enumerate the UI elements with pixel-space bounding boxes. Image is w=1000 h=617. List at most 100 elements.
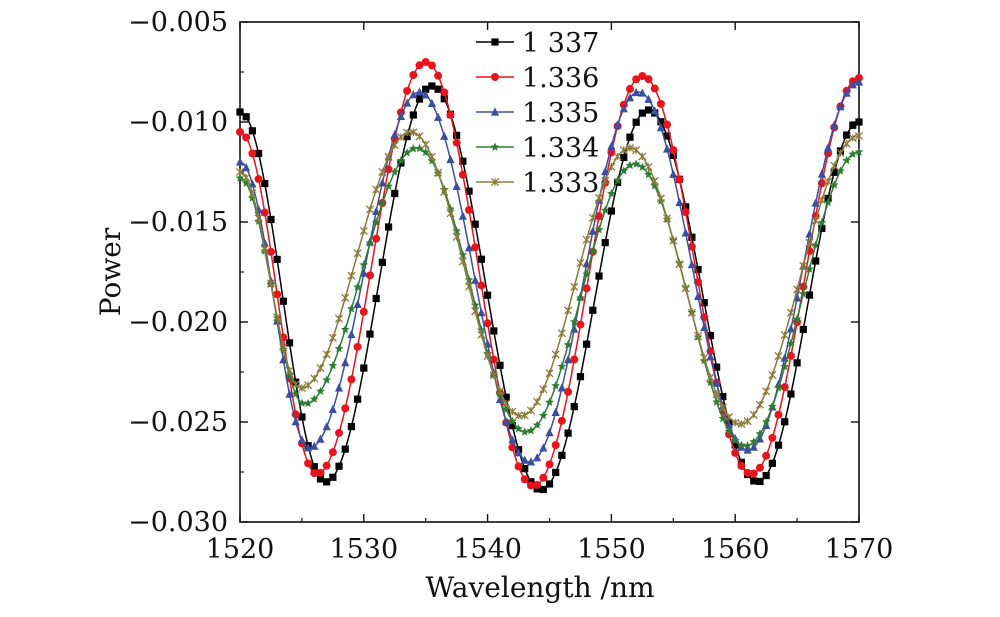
legend-label: 1 337 xyxy=(522,28,599,59)
data-point xyxy=(607,189,616,198)
data-point xyxy=(681,228,690,237)
data-point xyxy=(576,320,585,329)
data-point xyxy=(248,189,257,198)
data-point xyxy=(811,240,821,249)
data-point xyxy=(471,220,479,228)
x-tick-label: 1540 xyxy=(453,534,522,565)
data-point xyxy=(489,371,498,380)
data-point xyxy=(341,293,350,302)
data-point xyxy=(477,255,486,263)
data-point xyxy=(663,120,672,129)
data-point xyxy=(484,291,492,299)
data-point xyxy=(378,167,387,176)
data-point xyxy=(303,398,313,408)
data-point xyxy=(428,82,436,90)
legend-entry: 1.336 xyxy=(476,63,599,94)
data-point xyxy=(743,468,752,477)
data-point xyxy=(811,216,820,225)
data-point xyxy=(564,387,573,396)
data-point xyxy=(396,133,405,142)
data-point xyxy=(390,167,400,176)
data-point xyxy=(471,275,480,284)
data-point xyxy=(743,445,752,454)
data-point xyxy=(619,146,628,155)
data-point xyxy=(836,148,845,158)
data-point xyxy=(297,435,306,444)
data-point xyxy=(589,306,597,314)
data-point xyxy=(242,113,250,121)
data-point xyxy=(365,238,375,247)
data-point xyxy=(501,404,511,414)
data-point xyxy=(823,197,833,207)
data-point xyxy=(823,177,833,186)
legend-marker xyxy=(491,73,499,81)
data-point xyxy=(390,141,399,150)
data-point xyxy=(396,156,406,165)
data-point xyxy=(533,397,542,406)
data-point xyxy=(638,109,646,117)
data-point xyxy=(316,475,325,483)
data-point xyxy=(675,197,684,207)
data-point xyxy=(260,238,269,247)
data-point xyxy=(421,140,430,149)
data-point xyxy=(378,178,387,187)
data-point xyxy=(520,475,529,484)
data-point xyxy=(235,157,245,166)
data-point xyxy=(600,205,610,214)
data-point xyxy=(855,118,863,126)
data-point xyxy=(477,330,486,339)
data-point xyxy=(576,373,585,381)
data-point xyxy=(422,85,430,93)
data-point xyxy=(663,214,672,223)
data-point xyxy=(755,463,764,472)
data-point xyxy=(526,457,536,466)
legend-label: 1.334 xyxy=(522,133,599,164)
data-point xyxy=(620,153,628,162)
data-point xyxy=(453,131,461,139)
data-point xyxy=(440,131,449,140)
data-point xyxy=(403,98,412,107)
data-point xyxy=(625,160,635,170)
data-point xyxy=(304,381,313,390)
data-point xyxy=(798,289,808,298)
data-point xyxy=(365,271,374,280)
data-point xyxy=(688,233,696,241)
data-point xyxy=(514,411,523,420)
data-point xyxy=(849,121,857,129)
data-point xyxy=(254,175,263,184)
data-point xyxy=(719,392,727,401)
data-point xyxy=(365,205,375,214)
data-point xyxy=(669,146,678,155)
data-point xyxy=(341,358,350,367)
data-point xyxy=(750,477,758,485)
data-point xyxy=(805,264,814,273)
data-point xyxy=(285,366,294,375)
data-point xyxy=(260,245,269,254)
data-point xyxy=(650,84,659,93)
data-point xyxy=(743,441,752,450)
data-point xyxy=(644,75,653,84)
data-point xyxy=(706,331,715,340)
data-point xyxy=(446,209,455,218)
data-point xyxy=(378,258,386,266)
data-point xyxy=(477,308,486,317)
data-point xyxy=(632,146,641,155)
data-point xyxy=(397,159,405,167)
data-point xyxy=(675,175,684,184)
data-point xyxy=(687,242,696,251)
data-point xyxy=(582,269,592,278)
data-point xyxy=(434,168,443,177)
data-point xyxy=(347,304,356,313)
data-point xyxy=(563,340,573,349)
data-point xyxy=(706,352,715,361)
data-point xyxy=(812,257,820,265)
data-point xyxy=(607,141,616,150)
data-point xyxy=(588,213,597,222)
data-point xyxy=(539,473,548,482)
data-point xyxy=(644,169,653,179)
data-point xyxy=(780,383,789,392)
data-point xyxy=(749,469,758,478)
data-point xyxy=(471,307,480,316)
x-tick-label: 1560 xyxy=(701,534,770,565)
data-point xyxy=(731,441,739,449)
